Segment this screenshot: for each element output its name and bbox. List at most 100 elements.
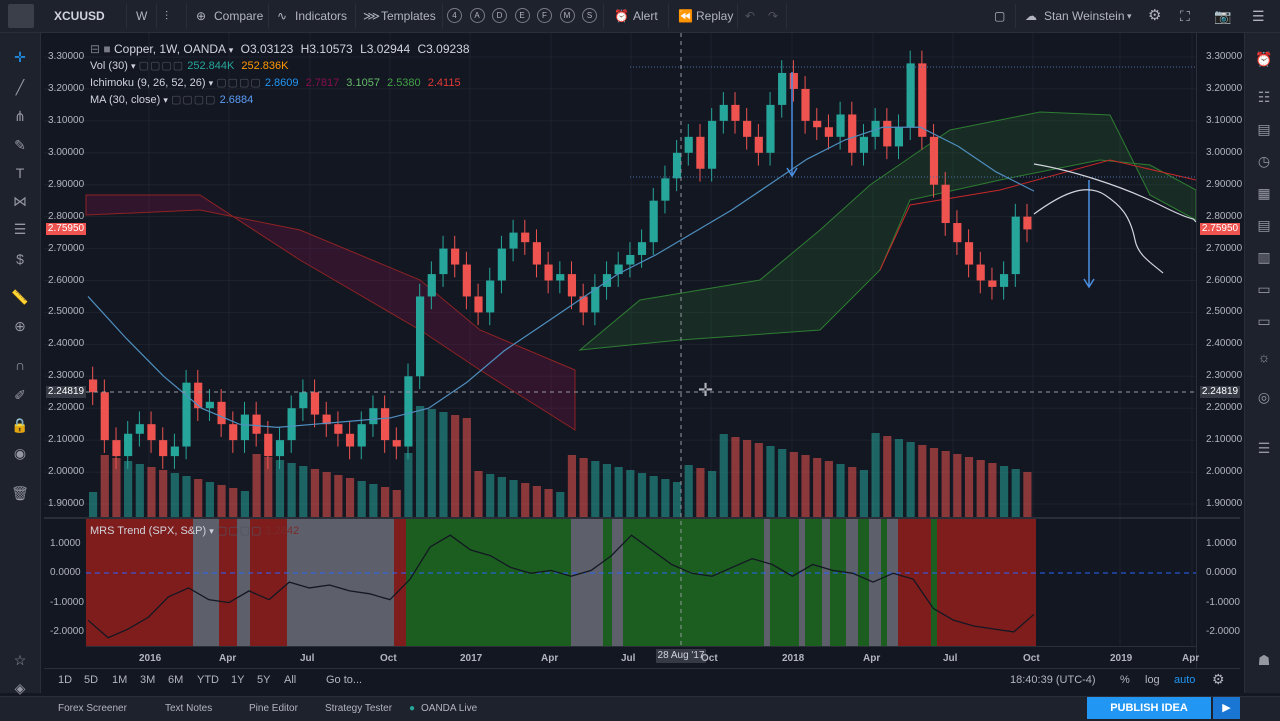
chevron-down-icon[interactable]: ▾ xyxy=(1127,11,1132,21)
eye-icon[interactable]: ◉ xyxy=(13,445,27,461)
user-menu[interactable]: Stan Weinstein xyxy=(1044,9,1125,23)
range-button-5d[interactable]: 5D xyxy=(84,674,99,686)
indicators-icon[interactable]: ∿ xyxy=(277,9,288,23)
collapse-icon[interactable]: ⊟ xyxy=(90,42,101,56)
tab-pine-editor[interactable]: Pine Editor xyxy=(249,703,298,714)
trend-line-icon[interactable]: ╱ xyxy=(15,79,25,95)
template-button-d[interactable]: D xyxy=(492,8,507,23)
vol-label[interactable]: Vol (30) xyxy=(90,60,128,72)
avatar[interactable] xyxy=(8,4,34,28)
notifications-icon[interactable]: ☰ xyxy=(1257,440,1271,456)
alert-button[interactable]: Alert xyxy=(633,9,658,23)
private-chat-icon[interactable]: ▭ xyxy=(1257,313,1271,329)
template-button-4[interactable]: 4 xyxy=(447,8,462,23)
template-button-a[interactable]: A xyxy=(469,8,485,23)
range-button-3m[interactable]: 3M xyxy=(140,674,156,686)
range-button-1m[interactable]: 1M xyxy=(112,674,128,686)
lightbulb-icon[interactable]: ☼ xyxy=(1257,349,1271,365)
range-button-6m[interactable]: 6M xyxy=(168,674,184,686)
play-icon[interactable]: ▶ xyxy=(1213,697,1240,719)
text-icon[interactable]: T xyxy=(15,165,25,181)
percent-scale-button[interactable]: % xyxy=(1120,674,1130,686)
candle-body xyxy=(789,72,798,89)
template-button-m[interactable]: M xyxy=(559,8,575,23)
dollar-icon[interactable]: $ xyxy=(16,251,24,267)
replay-icon[interactable]: ⏪ xyxy=(678,9,693,23)
crosshair-icon[interactable]: ✛ xyxy=(14,49,26,65)
range-button-all[interactable]: All xyxy=(284,674,297,686)
range-button-5y[interactable]: 5Y xyxy=(257,674,271,686)
legend-title[interactable]: Copper, 1W, OANDA xyxy=(114,42,226,56)
template-button-f[interactable]: F xyxy=(537,8,552,23)
templates-icon[interactable]: ⋙ xyxy=(363,9,381,23)
calendar-icon[interactable]: ◷ xyxy=(1257,153,1271,169)
pattern-icon[interactable]: ⋈ xyxy=(13,193,27,209)
ma-label[interactable]: MA (30, close) xyxy=(90,94,161,106)
ideas-icon[interactable]: ▤ xyxy=(1257,217,1271,233)
stay-drawing-icon[interactable]: ✐ xyxy=(14,387,26,403)
layout-icon[interactable]: ▢ xyxy=(994,9,1006,23)
indicator-controls-icon[interactable]: ▢▢▢▢ xyxy=(216,525,263,537)
indicator-controls-icon[interactable]: ▢▢▢▢ xyxy=(138,60,185,72)
alert-icon[interactable]: ⏰ xyxy=(614,9,629,23)
redo-icon[interactable]: ↷ xyxy=(768,9,779,23)
camera-icon[interactable]: 📷 xyxy=(1214,8,1232,24)
bug-icon[interactable]: ☗ xyxy=(1257,652,1271,668)
indicators-button[interactable]: Indicators xyxy=(295,9,348,23)
tab-forex-screener[interactable]: Forex Screener xyxy=(58,703,127,714)
compare-button[interactable]: Compare xyxy=(214,9,264,23)
cloud-icon[interactable]: ☁ xyxy=(1025,9,1037,23)
tab-text-notes[interactable]: Text Notes xyxy=(165,703,213,714)
ruler-icon[interactable]: 📏 xyxy=(11,289,29,305)
chart-type-icon[interactable]: ⫶ xyxy=(165,9,169,23)
gear-icon[interactable]: ⚙ xyxy=(1212,671,1225,687)
range-button-1d[interactable]: 1D xyxy=(58,674,73,686)
brush-icon[interactable]: ✎ xyxy=(14,137,26,153)
prediction-icon[interactable]: ☰ xyxy=(13,221,27,237)
watchlist-icon[interactable]: ☰ xyxy=(1252,8,1265,24)
clock[interactable]: 18:40:39 (UTC-4) xyxy=(1010,674,1096,686)
gear-icon[interactable]: ⚙ xyxy=(1148,7,1162,24)
broadcast-icon[interactable]: ◎ xyxy=(1257,389,1271,405)
templates-button[interactable]: Templates xyxy=(381,9,436,23)
tab-oanda-live[interactable]: OANDA Live xyxy=(421,703,478,714)
chevron-down-icon[interactable]: ▾ xyxy=(130,61,136,71)
chevron-down-icon[interactable]: ▾ xyxy=(208,78,214,88)
chat-icon[interactable]: ▭ xyxy=(1257,281,1271,297)
news-icon[interactable]: ▦ xyxy=(1257,185,1271,201)
indicator-controls-icon[interactable]: ▢▢▢▢ xyxy=(216,77,262,89)
range-button-1y[interactable]: 1Y xyxy=(231,674,245,686)
data-window-icon[interactable]: ☷ xyxy=(1257,89,1271,105)
zoom-icon[interactable]: ⊕ xyxy=(14,318,26,334)
compare-icon[interactable]: ⊕ xyxy=(196,9,207,23)
lock-icon[interactable]: 🔒 xyxy=(11,417,29,433)
range-button-ytd[interactable]: YTD xyxy=(197,674,219,686)
layers-icon[interactable]: ◈ xyxy=(14,680,26,696)
ichimoku-label[interactable]: Ichimoku (9, 26, 52, 26) xyxy=(90,77,206,89)
hotlist-icon[interactable]: ▤ xyxy=(1257,121,1271,137)
log-scale-button[interactable]: log xyxy=(1145,674,1160,686)
tab-strategy-tester[interactable]: Strategy Tester xyxy=(325,703,393,714)
trash-icon[interactable]: 🗑 xyxy=(11,485,29,501)
template-button-s[interactable]: S xyxy=(582,8,597,23)
chevron-down-icon[interactable]: ▾ xyxy=(209,526,214,536)
auto-scale-button[interactable]: auto xyxy=(1174,674,1196,686)
magnet-icon[interactable]: ∩ xyxy=(14,357,26,373)
chevron-down-icon[interactable]: ▾ xyxy=(228,45,234,55)
indicator-controls-icon[interactable]: ▢▢▢▢ xyxy=(170,94,217,106)
goto-button[interactable]: Go to... xyxy=(326,674,363,686)
alarm-clock-icon[interactable]: ⏰ xyxy=(1255,51,1273,67)
star-icon[interactable]: ☆ xyxy=(13,652,27,668)
undo-icon[interactable]: ↶ xyxy=(745,9,756,23)
publish-idea-button[interactable]: PUBLISH IDEA xyxy=(1087,697,1211,719)
replay-button[interactable]: Replay xyxy=(696,9,734,23)
streams-icon[interactable]: ▥ xyxy=(1257,249,1271,265)
mrs-label[interactable]: MRS Trend (SPX, S&P) xyxy=(90,525,207,537)
interval-button[interactable]: W xyxy=(136,9,148,23)
pitchfork-icon[interactable]: ⋔ xyxy=(14,108,26,124)
chart-canvas[interactable] xyxy=(44,33,1240,668)
symbol-search[interactable]: XCUUSD xyxy=(54,9,105,23)
chevron-down-icon[interactable]: ▾ xyxy=(163,95,168,105)
fullscreen-icon[interactable]: ⛶ xyxy=(1180,8,1190,24)
template-button-e[interactable]: E xyxy=(514,8,530,23)
